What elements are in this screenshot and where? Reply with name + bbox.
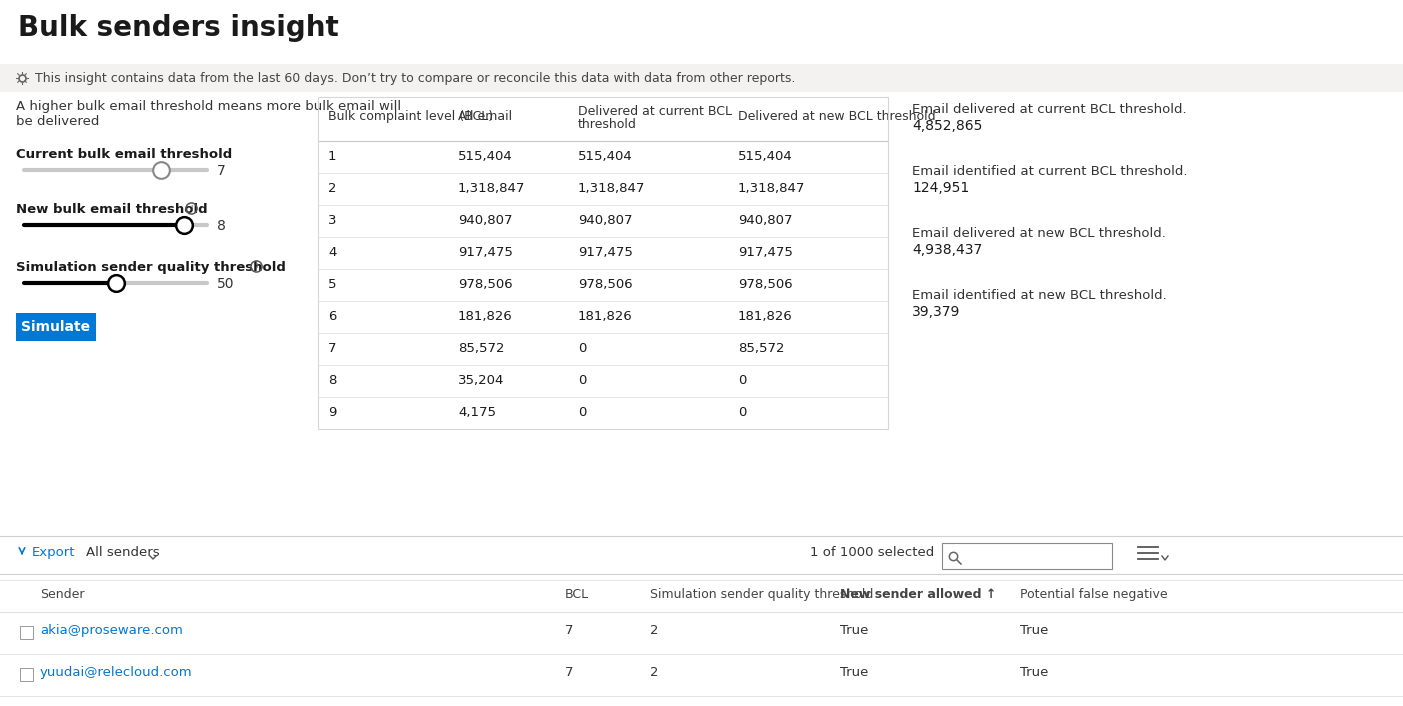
Text: 181,826: 181,826 [457,310,512,323]
Text: akia@proseware.com: akia@proseware.com [41,624,182,637]
Text: All email: All email [457,110,512,123]
Text: 978,506: 978,506 [738,278,793,291]
Text: 181,826: 181,826 [578,310,633,323]
Text: 0: 0 [738,374,746,387]
Text: threshold: threshold [578,118,637,131]
Text: Search: Search [967,550,1009,563]
Bar [0,64,1403,92]
Text: 3: 3 [328,214,337,227]
Text: Sender: Sender [41,588,84,601]
Text: A higher bulk email threshold means more bulk email will
be delivered: A higher bulk email threshold means more… [15,100,401,128]
Text: 181,826: 181,826 [738,310,793,323]
Text: 7: 7 [328,342,337,355]
Text: Simulate: Simulate [21,320,91,334]
Text: 917,475: 917,475 [457,246,513,259]
Text: Simulation sender quality threshold: Simulation sender quality threshold [15,261,286,274]
Text: Email identified at new BCL threshold.: Email identified at new BCL threshold. [912,289,1167,302]
Text: 7: 7 [565,624,574,637]
Text: 4,175: 4,175 [457,406,497,419]
Bar [15,313,95,341]
Text: All senders: All senders [86,546,160,559]
Text: 978,506: 978,506 [457,278,512,291]
Text: i: i [255,261,257,270]
Text: 2: 2 [650,666,658,679]
Text: True: True [1020,624,1048,637]
Text: Export: Export [32,546,76,559]
Text: New bulk email threshold: New bulk email threshold [15,203,208,216]
Text: 1 of 1000 selected: 1 of 1000 selected [810,546,934,559]
Text: yuudai@relecloud.com: yuudai@relecloud.com [41,666,192,679]
Text: Potential false negative: Potential false negative [1020,588,1167,601]
Text: 940,807: 940,807 [738,214,793,227]
Text: 0: 0 [738,406,746,419]
Text: 85,572: 85,572 [457,342,505,355]
Text: 7: 7 [565,666,574,679]
Text: Bulk complaint level (BCL): Bulk complaint level (BCL) [328,110,492,123]
Text: 4,852,865: 4,852,865 [912,119,982,133]
Text: Bulk senders insight: Bulk senders insight [18,14,338,42]
Text: 978,506: 978,506 [578,278,633,291]
Text: 124,951: 124,951 [912,181,969,195]
Text: True: True [840,666,868,679]
Bar [20,626,34,639]
Text: 515,404: 515,404 [457,150,512,163]
Text: 6: 6 [328,310,337,323]
Text: 35,204: 35,204 [457,374,504,387]
Text: 940,807: 940,807 [578,214,633,227]
Bar [941,543,1113,569]
Text: Email identified at current BCL threshold.: Email identified at current BCL threshol… [912,165,1187,178]
Text: 0: 0 [578,374,586,387]
Text: 515,404: 515,404 [578,150,633,163]
Text: 4: 4 [328,246,337,259]
Text: 515,404: 515,404 [738,150,793,163]
Text: 1,318,847: 1,318,847 [578,182,645,195]
Text: 0: 0 [578,406,586,419]
Text: 7: 7 [217,164,226,178]
Text: Delivered at current BCL: Delivered at current BCL [578,105,732,118]
Text: New sender allowed ↑: New sender allowed ↑ [840,588,996,601]
Text: True: True [1020,666,1048,679]
Text: 2: 2 [328,182,337,195]
Text: 8: 8 [217,219,226,233]
Text: 39,379: 39,379 [912,305,961,319]
Bar [318,97,888,429]
Text: 1: 1 [328,150,337,163]
Text: 5: 5 [328,278,337,291]
Text: 940,807: 940,807 [457,214,512,227]
Text: 917,475: 917,475 [738,246,793,259]
Bar [20,668,34,681]
Text: Email delivered at current BCL threshold.: Email delivered at current BCL threshold… [912,103,1187,116]
Text: 0: 0 [578,342,586,355]
Text: 917,475: 917,475 [578,246,633,259]
Text: True: True [840,624,868,637]
Text: 1,318,847: 1,318,847 [457,182,525,195]
Text: Email delivered at new BCL threshold.: Email delivered at new BCL threshold. [912,227,1166,240]
Text: Current bulk email threshold: Current bulk email threshold [15,148,233,161]
Bar [318,97,888,429]
Text: i: i [189,203,192,213]
Text: 9: 9 [328,406,337,419]
Text: Simulation sender quality threshold: Simulation sender quality threshold [650,588,874,601]
Text: 4,938,437: 4,938,437 [912,243,982,257]
Text: 2: 2 [650,624,658,637]
Text: This insight contains data from the last 60 days. Don’t try to compare or reconc: This insight contains data from the last… [35,72,796,85]
Text: BCL: BCL [565,588,589,601]
Text: 8: 8 [328,374,337,387]
Text: Delivered at new BCL threshold: Delivered at new BCL threshold [738,110,936,123]
Text: 1,318,847: 1,318,847 [738,182,805,195]
Text: 50: 50 [217,277,234,291]
Text: 85,572: 85,572 [738,342,784,355]
